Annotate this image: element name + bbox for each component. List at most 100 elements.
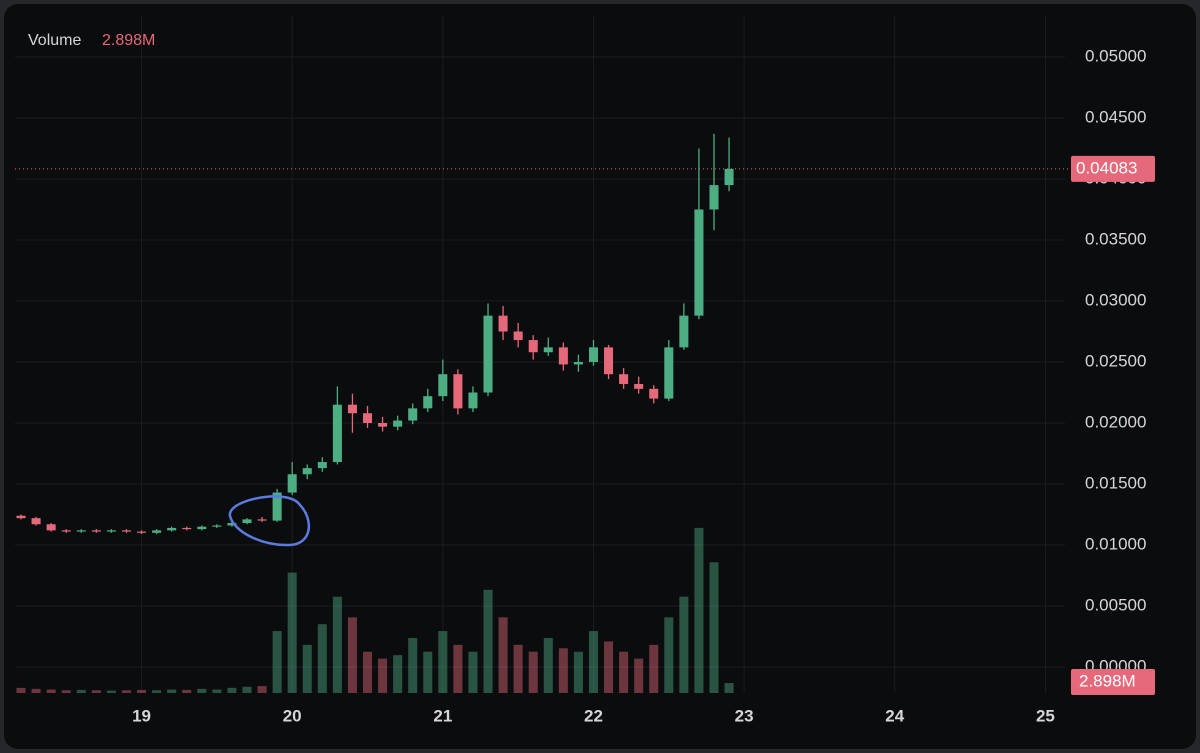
candle-body xyxy=(468,392,478,409)
candle-body xyxy=(16,515,26,519)
candle-body xyxy=(242,519,252,524)
volume-bar xyxy=(438,631,448,693)
candle-body xyxy=(619,374,629,384)
volume-bar xyxy=(664,617,674,693)
candle-body xyxy=(558,347,568,365)
y-tick-label: 0.00500 xyxy=(1085,595,1146,614)
volume-bar xyxy=(558,648,568,693)
volume-bar xyxy=(182,689,192,693)
volume-bar xyxy=(679,596,689,693)
x-tick-label: 22 xyxy=(584,706,603,725)
candle-body xyxy=(257,519,267,521)
candle-body xyxy=(543,347,553,353)
volume-bar xyxy=(332,596,342,693)
volume-bar xyxy=(378,658,388,693)
volume-bar xyxy=(167,689,177,693)
volume-title: Volume xyxy=(28,32,81,49)
candle-body xyxy=(182,527,192,530)
x-tick-label: 21 xyxy=(433,706,452,725)
x-tick-label: 19 xyxy=(132,706,151,725)
volume-bar xyxy=(91,690,101,693)
volume-bar xyxy=(709,562,719,693)
volume-value: 2.898M xyxy=(102,32,155,49)
candle-body xyxy=(167,527,177,531)
volume-bar xyxy=(604,641,614,693)
x-tick-label: 24 xyxy=(885,706,904,725)
candle-body xyxy=(588,347,598,362)
candle-body xyxy=(694,209,704,316)
volume-bar xyxy=(76,689,86,693)
candle-body xyxy=(91,530,101,532)
volume-bar xyxy=(649,644,659,693)
candle-body xyxy=(724,168,734,186)
y-tick-label: 0.01500 xyxy=(1085,473,1146,492)
volume-bar xyxy=(468,651,478,693)
candle-body xyxy=(362,413,373,423)
volume-box xyxy=(1071,669,1155,695)
candle-body xyxy=(498,315,508,332)
candle-body xyxy=(46,524,56,531)
candle-body xyxy=(76,530,86,532)
volume-bar xyxy=(347,617,357,693)
volume-bar xyxy=(31,688,41,693)
volume-bar xyxy=(588,631,598,693)
volume-bar xyxy=(408,637,418,693)
volume-bar xyxy=(302,644,312,693)
volume-bar xyxy=(272,631,282,693)
volume-bar xyxy=(362,651,373,693)
x-tick-label: 20 xyxy=(283,706,302,725)
volume-bar xyxy=(227,687,237,693)
candle-body xyxy=(453,374,463,409)
volume-bar xyxy=(317,624,327,693)
y-tick-label: 0.02500 xyxy=(1085,351,1146,370)
grid xyxy=(15,15,1065,693)
panel xyxy=(4,4,1196,749)
last-price-box xyxy=(1071,155,1155,182)
candle-body xyxy=(573,362,583,365)
volume-bar xyxy=(453,644,463,693)
candle-body xyxy=(664,347,674,399)
volume-bar xyxy=(197,688,207,693)
candle-body xyxy=(31,518,41,525)
last-price-label: 0.04083 xyxy=(1076,158,1137,177)
candle-body xyxy=(197,526,207,530)
candle-body xyxy=(212,525,222,527)
volume-bar xyxy=(483,589,493,693)
volume-bar xyxy=(137,689,147,693)
candles xyxy=(16,133,734,535)
volume-bar xyxy=(393,655,403,693)
candle-body xyxy=(408,408,418,421)
volume-bar xyxy=(121,690,131,693)
volume-bar xyxy=(61,690,71,693)
volume-axis-label: 2.898M xyxy=(1079,671,1136,690)
volume-bar xyxy=(543,637,553,693)
x-tick-label: 23 xyxy=(735,706,754,725)
candle-body xyxy=(709,185,719,210)
y-tick-label: 0.02000 xyxy=(1085,412,1146,431)
volume-bar xyxy=(212,689,222,693)
volume-pane xyxy=(16,527,734,693)
candle-body xyxy=(634,383,644,389)
volume-bar xyxy=(287,572,297,693)
candle-body xyxy=(393,420,403,427)
candle-body xyxy=(106,530,116,532)
candle-body xyxy=(513,331,523,341)
volume-bar xyxy=(724,683,734,693)
volume-bar xyxy=(423,651,433,693)
candle-body xyxy=(679,315,689,348)
candle-body xyxy=(332,404,342,463)
volume-bar xyxy=(152,690,162,693)
volume-bar xyxy=(573,651,583,693)
candle-body xyxy=(317,462,327,469)
y-tick-label: 0.03500 xyxy=(1085,229,1146,248)
candle-body xyxy=(483,315,493,393)
y-tick-label: 0.05000 xyxy=(1085,46,1146,65)
y-tick-label: 0.01000 xyxy=(1085,534,1146,553)
candle-body xyxy=(227,523,237,526)
candle-body xyxy=(649,388,659,399)
volume-bar xyxy=(257,686,267,693)
candle-body xyxy=(378,423,388,427)
candle-body xyxy=(528,340,538,353)
